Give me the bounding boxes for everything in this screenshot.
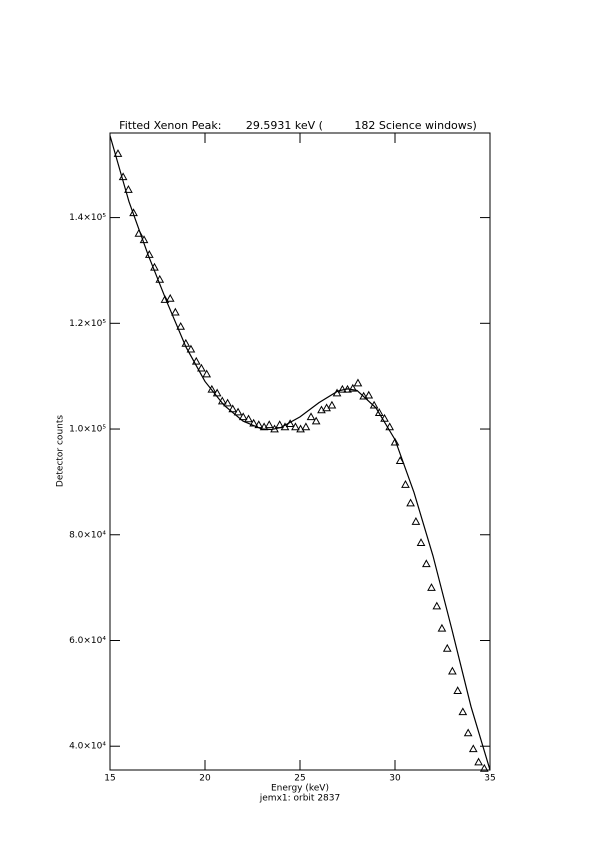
x-tick-label: 15	[104, 774, 115, 784]
data-point	[458, 707, 468, 716]
data-point	[416, 538, 426, 546]
data-point	[233, 407, 243, 416]
data-point	[176, 321, 186, 330]
y-axis-label: Detector counts	[56, 415, 66, 487]
data-point	[301, 422, 311, 431]
data-point	[238, 412, 248, 421]
data-point	[165, 293, 175, 302]
y-tick-label: 1.0×10⁵	[69, 425, 106, 435]
data-point	[228, 404, 238, 413]
data-point	[160, 294, 170, 303]
data-point	[437, 623, 447, 632]
data-point	[359, 391, 368, 400]
data-point	[369, 400, 379, 409]
data-point	[291, 422, 300, 431]
data-point	[474, 757, 483, 766]
x-tick-label: 35	[484, 774, 495, 784]
data-point	[390, 437, 400, 446]
data-point	[427, 583, 436, 591]
x-tick-label: 25	[294, 774, 305, 784]
data-point	[432, 601, 442, 610]
data-point	[186, 344, 196, 353]
x-tick-label: 30	[389, 774, 401, 784]
data-point	[468, 744, 478, 753]
data-point	[191, 356, 201, 365]
data-point	[202, 369, 212, 378]
data-point	[207, 384, 217, 393]
chart-title: Fitted Xenon Peak: 29.5931 keV ( 182 Sci…	[119, 119, 477, 132]
data-point	[442, 643, 452, 652]
data-point	[197, 363, 206, 372]
data-point	[411, 517, 421, 525]
fit-line	[109, 135, 491, 771]
data-point	[364, 390, 374, 399]
data-point	[244, 414, 253, 423]
data-point	[479, 763, 489, 772]
plot-frame	[109, 132, 491, 771]
data-point	[453, 686, 463, 695]
y-tick-label: 1.2×10⁵	[69, 319, 106, 329]
data-point	[223, 398, 232, 407]
y-tick-label: 1.4×10⁵	[69, 213, 106, 223]
data-point	[306, 412, 316, 421]
data-point	[348, 383, 358, 392]
data-point	[401, 480, 410, 488]
data-point	[311, 416, 321, 425]
data-point	[171, 307, 180, 316]
data-point	[448, 666, 457, 675]
footnote: jemx1: orbit 2837	[259, 794, 340, 804]
data-point	[296, 424, 305, 433]
data-point	[264, 420, 274, 429]
x-tick-label: 20	[199, 774, 211, 784]
data-point	[422, 559, 431, 568]
data-point	[353, 378, 363, 387]
y-tick-label: 4.0×10⁴	[69, 742, 106, 752]
data-point	[113, 149, 123, 157]
data-point	[124, 185, 133, 193]
data-point	[374, 408, 384, 416]
data-point	[463, 728, 473, 737]
data-point	[327, 400, 337, 409]
y-tick-label: 8.0×10⁴	[69, 530, 106, 540]
data-point	[406, 498, 415, 507]
x-axis-label: Energy (keV)	[271, 784, 329, 794]
y-tick-label: 6.0×10⁴	[69, 636, 106, 646]
